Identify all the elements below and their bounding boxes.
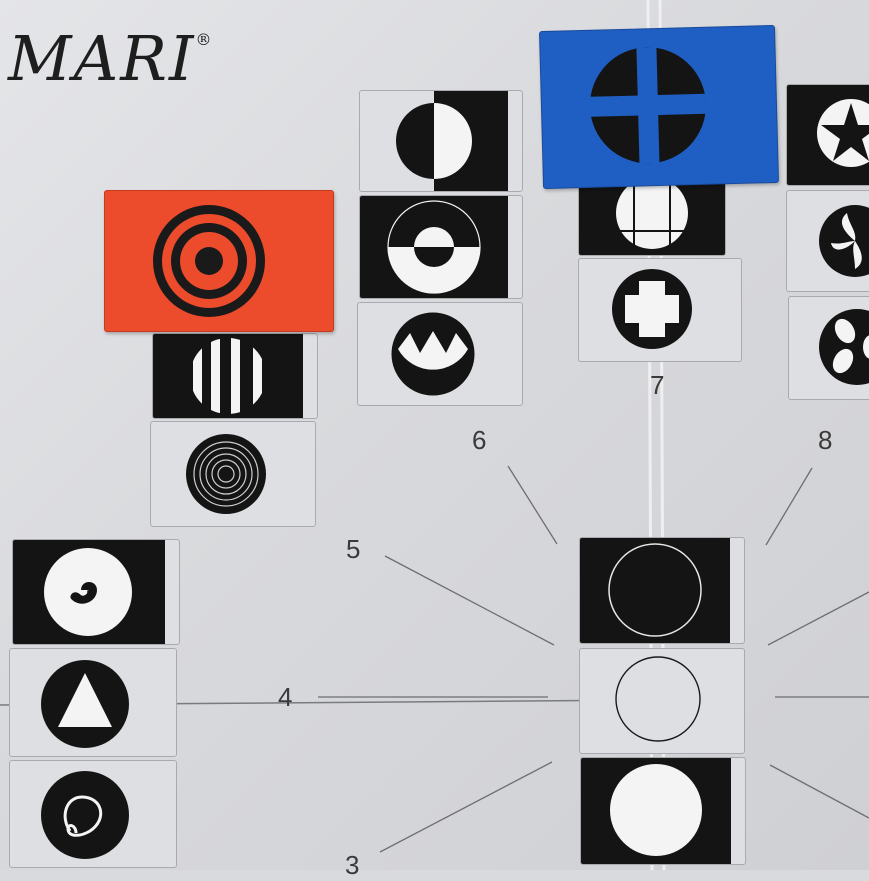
crown-circle-icon: [391, 312, 475, 396]
guide-line-9: [767, 591, 869, 646]
loop-card[interactable]: [9, 760, 177, 868]
orange-target-card[interactable]: [104, 190, 334, 332]
outline-circle-dark-card[interactable]: [579, 537, 745, 644]
plus-circle-icon: [612, 269, 692, 349]
sector-number-8: 8: [818, 425, 833, 455]
spiral-icon: [44, 548, 132, 636]
guide-line-8: [765, 467, 813, 546]
spiral-card[interactable]: [12, 539, 180, 645]
plus-shape-card[interactable]: [578, 258, 742, 362]
sector-number-6: 6: [472, 425, 487, 455]
blue-cross-card[interactable]: [538, 24, 780, 190]
sector-number-4: 4: [278, 682, 293, 712]
brand-name: MARI: [8, 22, 196, 95]
triangle-card[interactable]: [9, 648, 177, 757]
triangle-icon: [41, 660, 129, 748]
guide-line-6: [507, 465, 558, 545]
concentric-rings-card[interactable]: [150, 421, 316, 527]
swirl-icon: [819, 205, 869, 277]
sector-number-7: 7: [650, 370, 665, 400]
guide-line-11: [769, 764, 869, 819]
grid-circle-icon: [616, 177, 688, 249]
crown-circle-card[interactable]: [357, 302, 523, 406]
striped-circle-icon: [193, 338, 262, 414]
half-circle-icon: [396, 91, 508, 191]
swirl-card[interactable]: [786, 190, 869, 292]
outline-circle-light-card[interactable]: [579, 648, 745, 754]
split-circle-card[interactable]: [359, 195, 523, 299]
split-circle-icon: [387, 200, 481, 294]
star-icon: [817, 99, 869, 167]
outline-circle-icon: [608, 543, 702, 637]
target-icon: [153, 205, 265, 317]
sector-number-3: 3: [345, 850, 360, 880]
concentric-rings-icon: [186, 434, 266, 514]
registered-mark: ®: [195, 30, 214, 49]
brand-logo: MARI®: [8, 22, 213, 95]
half-moon-card[interactable]: [359, 90, 523, 192]
stripes-circle-card[interactable]: [152, 333, 318, 419]
white-disc-icon: [610, 764, 702, 856]
sector-number-5: 5: [346, 534, 361, 564]
loop-icon: [41, 771, 129, 859]
thin-circle-icon: [615, 656, 701, 742]
clover-icon: [819, 309, 869, 385]
white-circle-card[interactable]: [580, 757, 746, 865]
cross-circle-icon: [589, 47, 707, 164]
guide-line-3: [379, 761, 553, 853]
star-card[interactable]: [786, 84, 869, 186]
clover-card[interactable]: [788, 296, 869, 400]
guide-line-5: [384, 555, 555, 646]
